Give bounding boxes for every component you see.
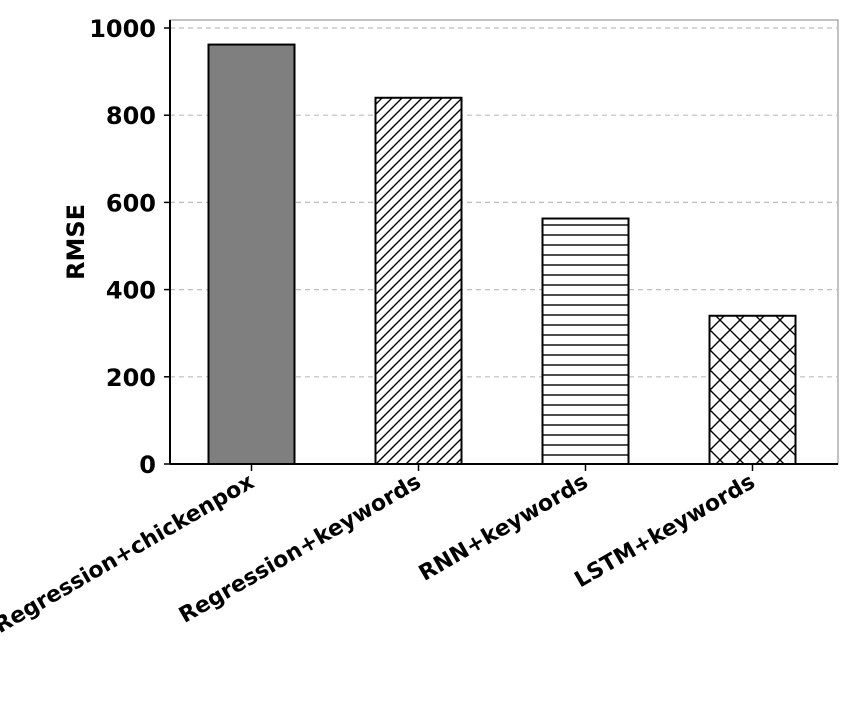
x-category-label: LSTM+keywords (571, 470, 760, 593)
bars (207, 43, 797, 466)
y-tick-label: 200 (106, 364, 156, 392)
y-axis-ticks: 0 200 400 600 800 1000 (89, 15, 170, 479)
bar (207, 43, 296, 466)
x-category-label: Regression+chickenpox (0, 470, 259, 639)
y-axis-title: RMSE (62, 204, 90, 280)
x-category-label: RNN+keywords (415, 470, 593, 587)
y-tick-label: 800 (106, 102, 156, 130)
y-tick-label: 600 (106, 189, 156, 217)
y-tick-label: 0 (139, 451, 156, 479)
bar (708, 314, 797, 466)
bar (374, 96, 463, 465)
axes (169, 20, 838, 465)
y-tick-label: 1000 (89, 15, 156, 43)
x-axis-ticks: Regression+chickenpoxRegression+keywords… (0, 464, 760, 639)
bar (541, 217, 630, 465)
y-tick-label: 400 (106, 277, 156, 305)
